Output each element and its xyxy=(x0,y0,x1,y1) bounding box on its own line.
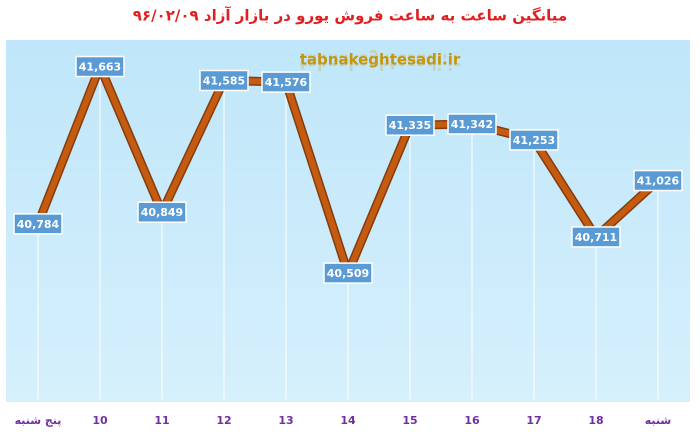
x-tick-label: 13 xyxy=(278,414,293,427)
x-tick-label: 16 xyxy=(464,414,480,427)
data-label: 41,585 xyxy=(203,74,245,87)
x-tick-label: 17 xyxy=(526,414,541,427)
data-label: 41,342 xyxy=(451,118,493,131)
data-label: 41,663 xyxy=(79,61,121,74)
chart-title: میانگین ساعت به ساعت فروش یورو در بازار … xyxy=(133,7,567,25)
x-tick-label: شنبه xyxy=(645,414,671,427)
label-box xyxy=(571,226,621,248)
data-label: 40,711 xyxy=(575,231,617,244)
data-label: 41,026 xyxy=(637,175,680,188)
x-tick-label: 15 xyxy=(402,414,417,427)
label-box xyxy=(323,262,373,284)
x-tick-label: 12 xyxy=(216,414,231,427)
x-tick-label: پنج شنبه xyxy=(15,414,62,427)
x-tick-label: 14 xyxy=(340,414,356,427)
label-box xyxy=(447,113,497,135)
watermark-reflection: tabnakeghtesadi.ir xyxy=(300,49,461,73)
x-tick-label: 11 xyxy=(154,414,169,427)
data-label: 40,509 xyxy=(327,267,369,280)
watermark: tabnakeghtesadi.ir xyxy=(300,51,461,69)
label-box xyxy=(633,169,683,192)
x-tick-label: 18 xyxy=(588,414,603,427)
data-label: 40,784 xyxy=(17,218,60,231)
label-box xyxy=(261,71,311,93)
data-label: 40,849 xyxy=(141,206,183,219)
label-box xyxy=(13,213,63,235)
label-box xyxy=(75,55,125,78)
x-tick-label: 10 xyxy=(92,414,108,427)
data-label: 41,576 xyxy=(265,76,308,89)
data-label: 41,335 xyxy=(389,119,431,132)
data-label: 41,253 xyxy=(513,134,555,147)
label-box xyxy=(385,114,435,136)
label-box xyxy=(199,69,249,92)
label-box xyxy=(137,201,187,223)
label-box xyxy=(509,129,559,151)
